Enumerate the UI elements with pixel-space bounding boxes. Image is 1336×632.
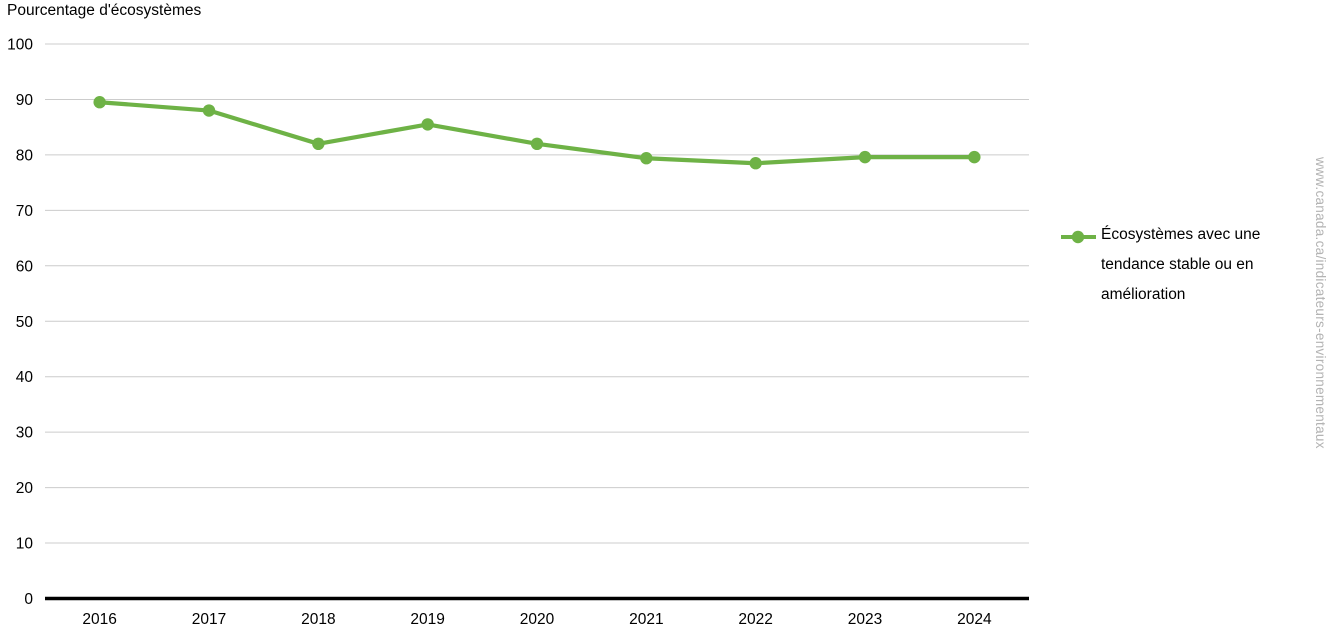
y-tick-label: 60 (16, 258, 34, 275)
x-tick-label: 2023 (848, 611, 882, 628)
x-tick-label: 2017 (192, 611, 226, 628)
data-point-marker (858, 150, 872, 164)
y-tick-label: 10 (16, 536, 34, 553)
y-tick-label: 80 (16, 147, 34, 164)
y-tick-label: 40 (16, 369, 34, 386)
x-tick-label: 2022 (738, 611, 772, 628)
data-point-marker (312, 137, 325, 151)
x-tick-label: 2024 (957, 611, 992, 628)
x-tick-label: 2021 (629, 611, 663, 628)
watermark-url: www.canada.ca/indicateurs-environnementa… (1313, 157, 1328, 449)
data-point-marker (968, 150, 981, 164)
y-tick-label: 20 (16, 480, 34, 497)
data-point-marker (530, 137, 544, 151)
y-tick-label: 30 (16, 425, 34, 442)
y-tick-label: 70 (16, 203, 34, 220)
data-point-marker (202, 104, 216, 117)
legend: Écosystèmes avec une tendance stable ou … (1060, 220, 1297, 310)
data-point-marker (93, 96, 106, 109)
legend-series-label: Écosystèmes avec une tendance stable ou … (1101, 226, 1261, 303)
chart-title: Pourcentage d'écosystèmes (7, 2, 202, 19)
y-tick-label: 0 (24, 591, 33, 608)
y-tick-label: 100 (7, 37, 33, 54)
legend-line-marker-icon (1061, 230, 1096, 244)
data-point-marker (640, 152, 653, 165)
x-tick-label: 2016 (82, 611, 116, 628)
y-tick-label: 50 (16, 314, 34, 331)
data-point-marker (749, 157, 762, 170)
data-point-marker (421, 118, 434, 131)
x-tick-label: 2019 (410, 611, 444, 628)
y-tick-label: 90 (16, 92, 34, 109)
series-line (97, 100, 977, 166)
x-tick-label: 2018 (301, 611, 335, 628)
x-tick-label: 2020 (520, 611, 555, 628)
